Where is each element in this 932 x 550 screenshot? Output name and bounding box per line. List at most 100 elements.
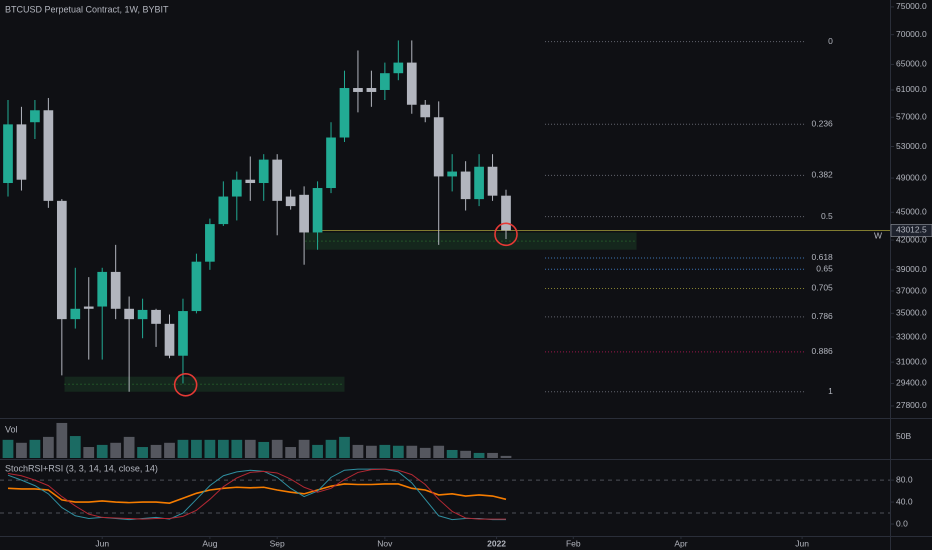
candle-body: [299, 194, 309, 233]
y-tick-label: 39000.0: [896, 264, 927, 274]
candle-body: [218, 196, 229, 225]
y-tick-label: 49000.0: [896, 172, 927, 182]
fib-label: 0.786: [812, 311, 834, 321]
candle-body: [191, 261, 202, 312]
candle-body: [406, 62, 417, 105]
price-label: 43012.5: [896, 225, 927, 235]
candle-body: [474, 166, 484, 200]
candle-body: [326, 137, 336, 189]
x-tick-label: Jun: [795, 538, 809, 548]
fib-label: 0.705: [812, 283, 834, 293]
y-tick-label: 27800.0: [896, 400, 927, 410]
x-tick-label: Nov: [377, 538, 393, 548]
volume-bar: [83, 447, 95, 458]
candle-body: [420, 104, 431, 118]
volume-bar: [191, 439, 202, 458]
candle-body: [272, 159, 283, 201]
fib-label: 1: [828, 386, 833, 396]
chart-title: BTCUSD Perpetual Contract, 1W, BYBIT: [5, 4, 169, 14]
indicator-tick-label: 80.0: [896, 474, 913, 484]
x-tick-label: Jun: [95, 538, 109, 548]
indicator-line: [7, 468, 506, 521]
y-tick-label: 42000.0: [896, 234, 927, 244]
candle-body: [16, 124, 27, 180]
volume-bar: [96, 444, 108, 458]
candle-body: [164, 323, 175, 356]
candle-body: [258, 159, 269, 184]
fib-label: 0.886: [812, 346, 834, 356]
fib-label: 0.236: [812, 118, 834, 128]
y-tick-label: 33000.0: [896, 331, 927, 341]
volume-bar: [271, 439, 283, 458]
volume-bar: [325, 439, 337, 458]
volume-bar: [433, 445, 445, 458]
x-tick-label: Apr: [674, 538, 687, 548]
volume-bar: [56, 422, 68, 458]
candle-body: [312, 188, 323, 233]
volume-bar: [446, 449, 458, 458]
indicator-line: [7, 483, 507, 504]
price-line-label: W: [874, 231, 882, 241]
candle-body: [447, 171, 458, 177]
volume-bar: [298, 439, 310, 458]
indicator-tick-label: 0.0: [896, 518, 908, 528]
candle-body: [56, 200, 67, 320]
y-tick-label: 70000.0: [896, 29, 927, 39]
y-tick-label: 61000.0: [896, 84, 927, 94]
volume-bar: [204, 439, 216, 458]
y-tick-label: 35000.0: [896, 308, 927, 318]
fib-label: 0.382: [812, 170, 834, 180]
candle-body: [137, 309, 148, 320]
volume-bar: [231, 439, 243, 458]
volume-bar: [29, 439, 41, 458]
x-tick-label: Feb: [566, 538, 581, 548]
candle-body: [487, 166, 498, 196]
candle-body: [460, 171, 471, 200]
candle-body: [70, 308, 81, 320]
volume-tick-label: 50B: [896, 431, 911, 441]
volume-bar: [123, 436, 135, 458]
candle-body: [97, 271, 108, 307]
x-tick-label: 2022: [487, 538, 506, 548]
highlight-circle: [494, 222, 518, 247]
volume-bar: [339, 436, 350, 458]
volume-bar: [177, 439, 189, 458]
y-tick-label: 29400.0: [896, 378, 927, 388]
indicator-label: StochRSI+RSI (3, 3, 14, 14, close, 14): [5, 463, 158, 473]
fib-label: 0.5: [821, 211, 833, 221]
indicator-tick-label: 40.0: [896, 496, 913, 506]
volume-bar: [500, 455, 512, 458]
volume-bar: [487, 452, 498, 458]
volume-bar: [406, 445, 418, 458]
candle-body: [3, 124, 13, 184]
volume-label: Vol: [5, 424, 18, 434]
candle-body: [30, 110, 40, 123]
volume-bar: [460, 450, 472, 458]
highlight-circle: [173, 373, 198, 397]
candle-body: [151, 309, 161, 324]
y-tick-label: 75000.0: [896, 1, 927, 11]
volume-bar: [69, 436, 81, 458]
volume-bar: [164, 442, 175, 458]
candle-body: [110, 271, 121, 309]
candle-body: [393, 62, 404, 74]
volume-bar: [379, 444, 391, 458]
candle-body: [43, 110, 54, 201]
candle-body: [205, 224, 215, 262]
candle-body: [178, 311, 188, 356]
candle-body: [285, 196, 296, 207]
y-tick-label: 37000.0: [896, 285, 927, 295]
candle-body: [231, 179, 242, 197]
volume-bar: [258, 441, 270, 458]
volume-bar: [2, 439, 14, 458]
volume-bar: [110, 442, 122, 458]
y-tick-label: 57000.0: [896, 112, 927, 122]
candle-body: [501, 195, 511, 231]
y-tick-label: 65000.0: [896, 59, 927, 69]
fib-label: 0: [828, 36, 833, 46]
volume-bar: [244, 439, 256, 458]
volume-bar: [285, 447, 297, 458]
volume-bar: [137, 447, 148, 458]
